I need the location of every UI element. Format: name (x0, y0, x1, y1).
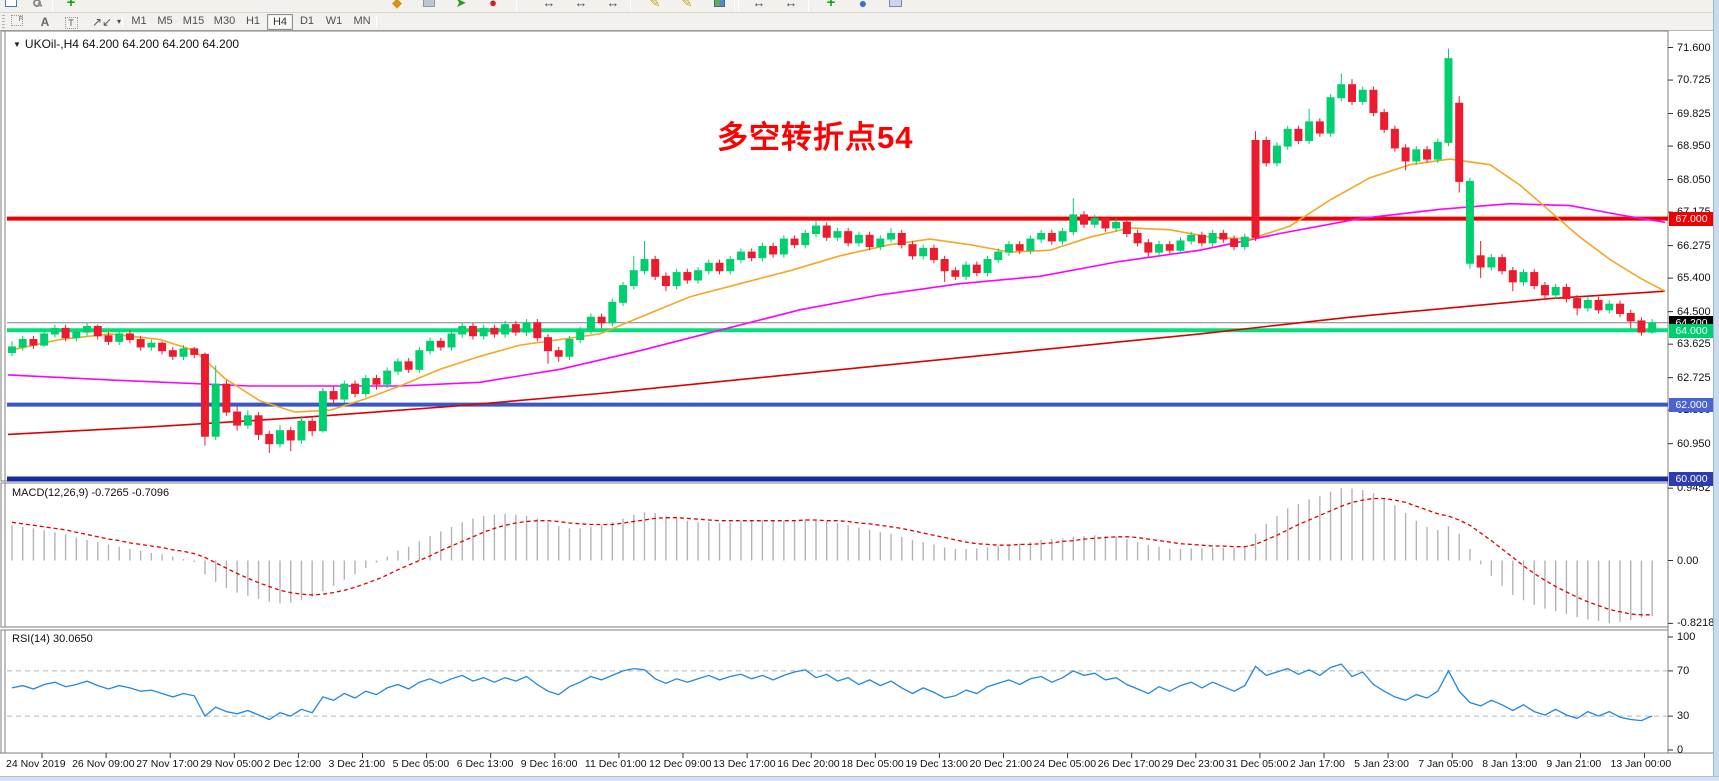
window-right-edge[interactable] (1713, 0, 1719, 781)
arrows-object-icon[interactable]: ↗↙ (92, 15, 113, 29)
time-tick: 11 Dec 01:00 (584, 758, 647, 770)
time-tick: 6 Dec 13:00 (456, 758, 514, 770)
time-tick: 3 Dec 21:00 (328, 758, 386, 770)
price-tick: 70.725 (1677, 74, 1711, 87)
price-tag-60.000: 60.000 (1669, 472, 1714, 487)
window-bottom-edge[interactable] (0, 776, 1719, 781)
tf-button-M5[interactable]: M5 (157, 15, 173, 27)
time-tick: 27 Nov 17:00 (136, 758, 199, 770)
grid-chart-icon[interactable] (710, 0, 728, 12)
toolbar-grip[interactable] (2, 15, 5, 28)
time-tick: 9 Dec 16:00 (520, 758, 578, 770)
ruler-icon[interactable] (886, 0, 904, 12)
tf-button-D1[interactable]: D1 (299, 15, 315, 27)
price-tag-62.000: 62.000 (1669, 397, 1714, 412)
macd-label: MACD(12,26,9) -0.7265 -0.7096 (12, 487, 170, 499)
time-tick: 26 Nov 09:00 (72, 758, 135, 770)
price-tick: 68.050 (1677, 173, 1711, 186)
time-tick: 24 Nov 2019 (6, 758, 66, 770)
add-green-icon[interactable]: + (66, 0, 76, 11)
text-box-icon[interactable]: T (62, 14, 80, 30)
h-arrows-icon[interactable]: ↔ (752, 0, 766, 10)
price-tag-67.000: 67.000 (1669, 211, 1714, 226)
stop-red-icon[interactable]: ● (489, 0, 497, 10)
price-tick: 71.600 (1677, 41, 1711, 54)
tf-button-MN[interactable]: MN (353, 15, 371, 27)
tf-button-M15[interactable]: M15 (182, 15, 205, 27)
time-tick: 19 Dec 13:00 (905, 758, 968, 770)
new-chart-icon[interactable] (2, 0, 20, 12)
h-arrows-icon[interactable]: ↔ (574, 0, 588, 10)
tf-button-M30[interactable]: M30 (213, 15, 236, 27)
time-tick: 24 Dec 05:00 (1033, 758, 1097, 770)
arrows-dropdown-caret-icon[interactable]: ▾ (116, 17, 121, 26)
rsi-label: RSI(14) 30.0650 (12, 633, 93, 645)
price-tag-64.000: 64.000 (1669, 323, 1714, 338)
crosshair-grid-icon[interactable]: F (8, 14, 26, 30)
time-tick: 13 Jan 00:00 (1610, 758, 1672, 770)
add-green-icon[interactable]: + (826, 0, 836, 11)
price-tick: 69.825 (1677, 107, 1711, 120)
time-tick: 31 Dec 05:00 (1225, 758, 1289, 770)
globe-blue-icon[interactable]: ● (858, 0, 868, 11)
time-tick: 20 Dec 21:00 (969, 758, 1032, 770)
price-tick: 64.500 (1677, 305, 1711, 318)
text-label-icon[interactable]: A (40, 15, 50, 29)
time-tick: 2 Jan 17:00 (1290, 758, 1345, 770)
time-tick: 9 Jan 21:00 (1546, 758, 1602, 770)
time-tick: 2 Dec 12:00 (264, 758, 322, 770)
rsi-tick: 70 (1677, 664, 1690, 677)
price-tick: 60.950 (1677, 437, 1711, 450)
chart-header[interactable]: ▼ UKOil-,H4 64.200 64.200 64.200 64.200 (13, 37, 240, 51)
rsi-tick: 100 (1677, 631, 1696, 643)
pencil-icon[interactable]: ✎ (681, 0, 693, 10)
tf-button-H4[interactable]: H4 (267, 14, 293, 30)
time-tick: 13 Dec 17:00 (713, 758, 776, 770)
rsi-tick: 0 (1677, 744, 1684, 756)
price-tick: 68.950 (1677, 140, 1711, 153)
play-green-icon[interactable]: ➤ (455, 0, 467, 10)
time-tick: 18 Dec 05:00 (841, 758, 904, 770)
printer-icon[interactable] (420, 0, 438, 12)
diamond-orange-icon[interactable]: ◆ (392, 0, 402, 10)
time-tick: 12 Dec 09:00 (649, 758, 712, 770)
price-tick: 65.400 (1677, 272, 1711, 285)
price-tick: 62.725 (1677, 371, 1711, 384)
h-arrows-icon[interactable]: ↔ (606, 0, 620, 10)
time-tick: 7 Jan 05:00 (1418, 758, 1474, 770)
collapse-triangle-icon[interactable]: ▼ (13, 40, 21, 49)
time-tick: 8 Jan 13:00 (1482, 758, 1538, 770)
tf-button-H1[interactable]: H1 (245, 15, 261, 27)
toolbar-standard: + ◆ ➤ ● ↔ ↔ ↔ ✎ ✎ ↔ ↔ + ● (0, 0, 1719, 13)
h-arrows-icon[interactable]: ↔ (542, 0, 556, 10)
chart-annotation: 多空转折点54 (717, 120, 914, 155)
macd-tick: 0.00 (1677, 554, 1699, 567)
rsi-tick: 30 (1677, 710, 1690, 723)
pencil-icon[interactable]: ✎ (649, 0, 661, 10)
time-tick: 29 Nov 05:00 (200, 758, 263, 770)
time-tick: 16 Dec 20:00 (777, 758, 840, 770)
macd-tick: -0.8218 (1677, 617, 1715, 630)
tf-button-M1[interactable]: M1 (131, 15, 147, 27)
time-tick: 5 Dec 05:00 (392, 758, 450, 770)
time-tick: 26 Dec 17:00 (1097, 758, 1161, 770)
time-tick: 5 Jan 23:00 (1354, 758, 1409, 770)
price-tick: 63.625 (1677, 338, 1711, 351)
price-tick: 66.275 (1677, 239, 1711, 252)
tf-button-W1[interactable]: W1 (325, 15, 343, 27)
zoom-icon[interactable] (28, 0, 46, 12)
time-tick: 29 Dec 23:00 (1161, 758, 1225, 770)
h-arrows-icon[interactable]: ↔ (784, 0, 798, 10)
